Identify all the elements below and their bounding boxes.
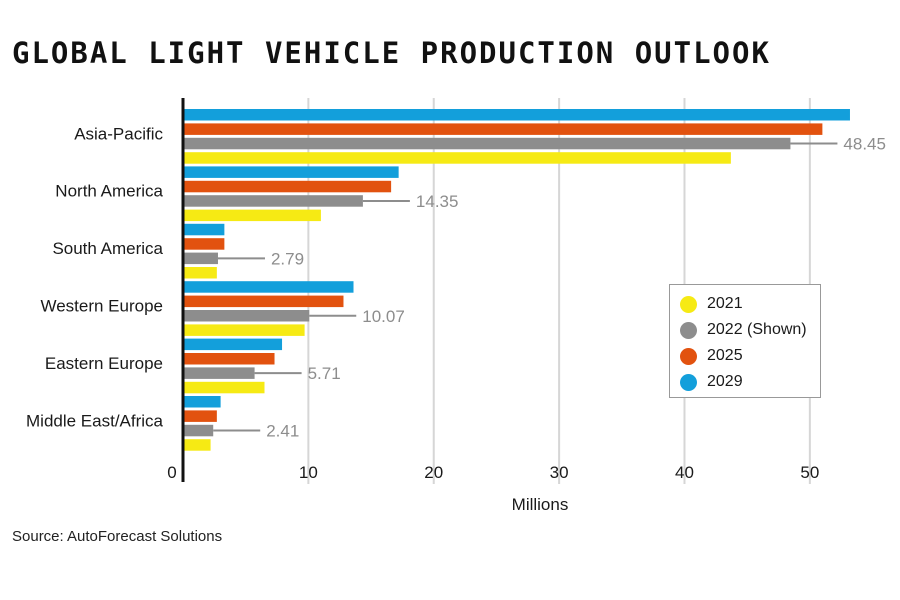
legend-swatch-2029 xyxy=(680,373,697,391)
data-labels: 48.45 14.35 2.79 10.07 5.71 2.41 xyxy=(213,135,886,441)
bar-2029 xyxy=(184,338,283,351)
bar-2025 xyxy=(184,295,344,308)
bar-2025 xyxy=(184,410,217,422)
bar-2021 xyxy=(184,267,217,279)
bar-2021 xyxy=(184,209,321,222)
chart-title: GLOBAL LIGHT VEHICLE PRODUCTION OUTLOOK xyxy=(12,36,771,70)
bar-2021 xyxy=(184,152,731,164)
legend-swatch-2021 xyxy=(680,295,697,313)
bar-2022 xyxy=(184,137,791,150)
legend-item-2025: 2025 xyxy=(680,343,820,369)
x-tick-label: 0 xyxy=(167,463,176,482)
category-label: Western Europe xyxy=(40,297,163,316)
bar-2025 xyxy=(184,238,225,250)
bar-2022 xyxy=(184,424,214,437)
bar-2022 xyxy=(184,367,255,379)
bar-2021 xyxy=(184,439,211,451)
category-label: Middle East/Africa xyxy=(26,411,164,430)
bar-2021 xyxy=(184,324,305,336)
data-label: 14.35 xyxy=(416,192,459,211)
category-label: Eastern Europe xyxy=(45,354,163,373)
bar-2025 xyxy=(184,180,392,193)
data-label: 5.71 xyxy=(308,364,341,383)
bar-2029 xyxy=(184,166,399,178)
data-label: 48.45 xyxy=(843,135,886,154)
bar-2022 xyxy=(184,310,310,322)
legend-label-2025: 2025 xyxy=(707,347,743,364)
bar-2025 xyxy=(184,123,823,135)
x-tick-label: 10 xyxy=(299,463,318,482)
legend-label-2022: 2022 (Shown) xyxy=(707,321,807,338)
data-label: 2.41 xyxy=(266,422,299,441)
x-tick-labels: 0 10 20 30 40 50 xyxy=(167,463,819,482)
x-axis-label: Millions xyxy=(512,495,569,514)
bar-2029 xyxy=(184,109,850,121)
bar-2021 xyxy=(184,381,265,394)
x-tick-label: 20 xyxy=(424,463,443,482)
bar-2029 xyxy=(184,223,225,236)
legend-swatch-2022 xyxy=(680,321,697,339)
legend: 2021 2022 (Shown) 2025 2029 xyxy=(669,284,821,398)
legend-item-2029: 2029 xyxy=(680,369,820,395)
category-labels: Asia-Pacific North America South America We… xyxy=(26,124,164,430)
x-tick-label: 30 xyxy=(550,463,569,482)
legend-label-2029: 2029 xyxy=(707,373,743,390)
bar-2022 xyxy=(184,195,363,207)
category-label: North America xyxy=(55,182,163,201)
legend-item-2022: 2022 (Shown) xyxy=(680,317,820,343)
data-label: 10.07 xyxy=(362,307,405,326)
x-tick-label: 50 xyxy=(800,463,819,482)
category-label: Asia-Pacific xyxy=(74,124,163,143)
bar-2022 xyxy=(184,252,218,265)
legend-swatch-2025 xyxy=(680,347,697,365)
source-note: Source: AutoForecast Solutions xyxy=(12,528,223,545)
bar-2029 xyxy=(184,396,221,408)
legend-label-2021: 2021 xyxy=(707,295,743,312)
bar-2025 xyxy=(184,353,275,365)
data-label: 2.79 xyxy=(271,249,304,268)
bars xyxy=(184,109,850,451)
bar-2029 xyxy=(184,281,354,293)
x-tick-label: 40 xyxy=(675,463,694,482)
category-label: South America xyxy=(52,239,163,258)
legend-item-2021: 2021 xyxy=(680,291,820,317)
